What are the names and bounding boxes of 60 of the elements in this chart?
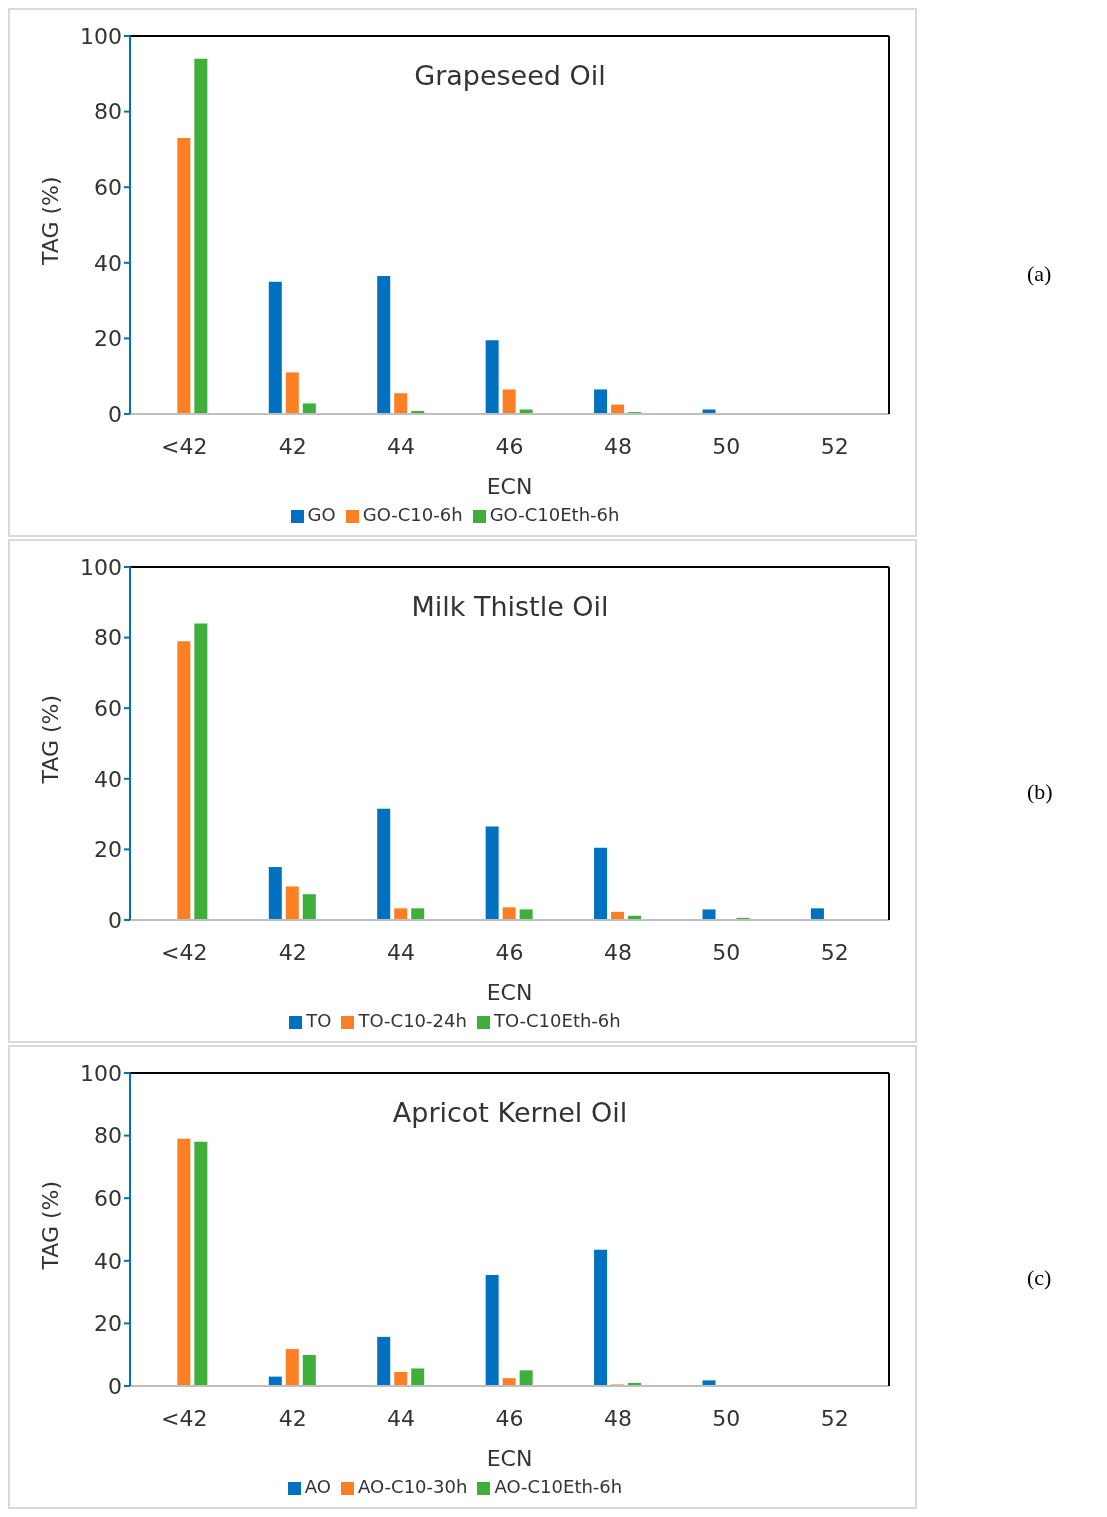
y-tick-label: 60: [94, 175, 122, 201]
y-tick-label: 80: [94, 625, 122, 651]
y-tick-label: 40: [94, 250, 122, 276]
x-tick-label: 46: [495, 433, 524, 459]
legend-label: TO-C10Eth-6h: [493, 1010, 621, 1031]
text: Milk Thistle Oil: [410, 591, 610, 622]
y-tick-label: 60: [94, 696, 122, 722]
legend-label: AO-C10Eth-6h: [494, 1476, 623, 1497]
y-tick-label: 0: [108, 907, 122, 933]
x-tick-label: 46: [495, 939, 524, 965]
y-tick-label: 100: [80, 1060, 122, 1086]
x-tick-label: 50: [712, 433, 741, 459]
x-axis-title: ECN: [486, 474, 533, 499]
text: (b): [1027, 779, 1053, 805]
y-tick-label: 20: [94, 326, 122, 352]
x-tick-label: 44: [387, 433, 416, 459]
y-axis-title: TAG (%): [37, 1180, 63, 1271]
legend-label: TO: [306, 1010, 332, 1031]
y-tick-label: 20: [94, 1311, 122, 1337]
y-tick-label: 40: [94, 1248, 122, 1274]
y-tick-label: 40: [94, 766, 122, 792]
x-tick-label: 44: [387, 939, 416, 965]
x-tick-label: 52: [820, 939, 849, 965]
text: (c): [1027, 1265, 1052, 1291]
y-tick-label: 60: [94, 1186, 122, 1212]
y-tick-label: 100: [80, 554, 122, 580]
x-tick-label: 52: [820, 1405, 849, 1431]
x-tick-label: 48: [603, 433, 632, 459]
y-tick-label: 100: [80, 23, 122, 49]
y-tick-label: 20: [94, 837, 122, 863]
x-tick-label: 42: [278, 1405, 307, 1431]
y-tick-label: 0: [108, 1373, 122, 1399]
x-tick-label: 42: [278, 939, 307, 965]
x-tick-label: 48: [603, 1405, 632, 1431]
x-tick-label: <42: [161, 1405, 208, 1431]
y-tick-label: 0: [108, 401, 122, 427]
y-tick-label: 80: [94, 1123, 122, 1149]
x-axis-title: ECN: [486, 980, 533, 1005]
x-axis-title: ECN: [486, 1446, 533, 1471]
legend-label: GO-C10Eth-6h: [489, 504, 620, 525]
legend-label: AO-C10-30h: [357, 1476, 468, 1497]
legend-label: GO-C10-6h: [362, 504, 463, 525]
x-tick-label: <42: [161, 939, 208, 965]
legend-label: AO: [304, 1476, 331, 1497]
text: Grapeseed Oil: [413, 60, 607, 91]
x-tick-label: <42: [161, 433, 208, 459]
x-tick-label: 52: [820, 433, 849, 459]
x-tick-label: 50: [712, 1405, 741, 1431]
x-tick-label: 46: [495, 1405, 524, 1431]
x-tick-label: 50: [712, 939, 741, 965]
legend-label: GO: [307, 504, 336, 525]
text: (a): [1027, 260, 1052, 287]
legend-label: TO-C10-24h: [358, 1010, 467, 1031]
x-tick-label: 42: [278, 433, 307, 459]
y-axis-title: TAG (%): [37, 176, 63, 266]
y-axis-title: TAG (%): [37, 694, 63, 785]
y-tick-label: 80: [94, 99, 122, 125]
text: Apricot Kernel Oil: [391, 1097, 629, 1128]
x-tick-label: 44: [387, 1405, 416, 1431]
x-tick-label: 48: [603, 939, 632, 965]
